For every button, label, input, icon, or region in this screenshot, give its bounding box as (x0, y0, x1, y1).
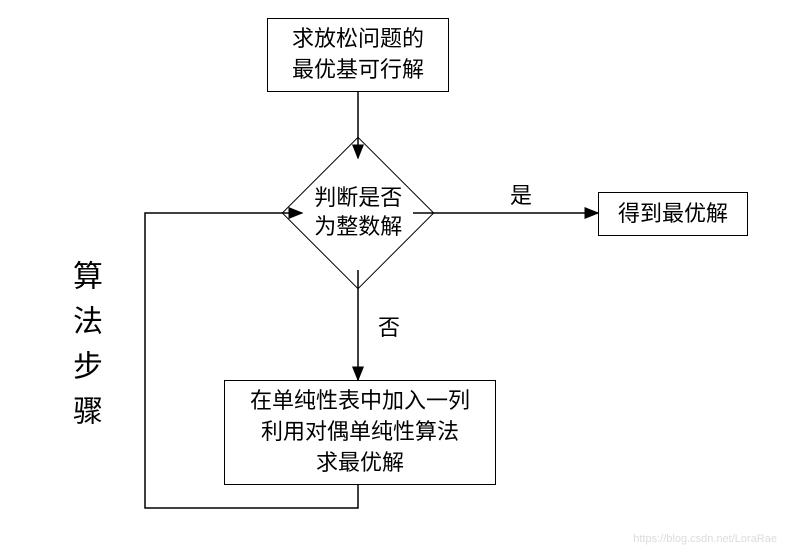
decision-line2: 为整数解 (314, 214, 402, 239)
start-line2: 最优基可行解 (292, 55, 424, 86)
decision-node: 判断是否 为整数解 (282, 137, 435, 290)
step-line3: 求最优解 (316, 448, 404, 479)
yes-label: 是 (510, 178, 532, 210)
result-line1: 得到最优解 (618, 199, 728, 230)
start-line1: 求放松问题的 (292, 24, 424, 55)
step-node: 在单纯性表中加入一列 利用对偶单纯性算法 求最优解 (224, 380, 496, 485)
result-node: 得到最优解 (598, 192, 748, 236)
title-label: 算法步骤 (62, 260, 106, 440)
step-line2: 利用对偶单纯性算法 (261, 417, 459, 448)
no-label: 否 (378, 310, 400, 342)
decision-line1: 判断是否 (314, 185, 402, 210)
start-node: 求放松问题的 最优基可行解 (267, 18, 449, 92)
watermark: https://blog.csdn.net/LoraRae (633, 533, 777, 545)
step-line1: 在单纯性表中加入一列 (250, 386, 470, 417)
